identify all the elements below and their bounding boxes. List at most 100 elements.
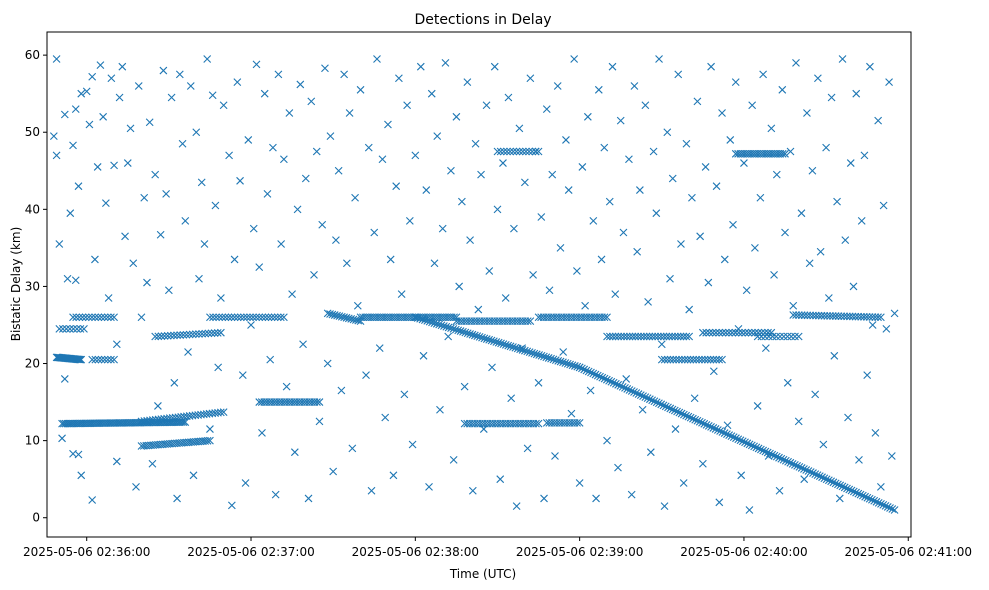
data-point: [219, 408, 228, 416]
data-point: [501, 340, 510, 349]
data-point: [504, 341, 513, 350]
data-point: [463, 78, 472, 87]
data-point: [838, 55, 847, 63]
data-point: [561, 359, 570, 367]
data-point: [605, 376, 613, 385]
data-point: [795, 311, 803, 319]
data-point: [879, 500, 888, 509]
data-point: [258, 429, 266, 437]
data-point: [608, 332, 617, 341]
data-point: [397, 290, 406, 299]
x-axis-label: Time (UTC): [449, 567, 516, 581]
data-point: [436, 405, 444, 414]
data-point: [826, 312, 834, 320]
data-point: [101, 199, 110, 208]
data-point: [863, 493, 872, 502]
data-point: [243, 313, 251, 322]
data-point: [534, 378, 543, 387]
data-point: [660, 355, 669, 364]
x-tick-label: 2025-05-06 02:38:00: [352, 545, 479, 559]
data-point: [460, 382, 469, 391]
data-point: [655, 399, 663, 408]
data-point: [239, 313, 248, 322]
data-point: [720, 429, 729, 437]
data-point: [405, 217, 414, 225]
data-point: [736, 436, 745, 445]
data-point: [60, 375, 69, 383]
data-point: [217, 294, 225, 302]
data-point: [556, 357, 565, 366]
data-point: [219, 101, 228, 110]
data-point: [126, 124, 135, 133]
data-point: [273, 313, 282, 322]
data-point: [444, 323, 453, 332]
data-point: [328, 310, 337, 319]
data-point: [729, 220, 737, 229]
data-point: [246, 313, 254, 322]
data-point: [617, 332, 626, 341]
data-point: [843, 312, 851, 321]
data-point: [657, 340, 666, 349]
data-point: [715, 498, 724, 507]
data-point: [874, 498, 883, 507]
data-point: [99, 112, 108, 121]
data-point: [532, 350, 541, 359]
data-point: [603, 436, 611, 445]
data-point: [847, 486, 856, 495]
data-point: [752, 443, 761, 452]
data-point: [548, 170, 557, 179]
data-point: [384, 120, 392, 129]
data-point: [556, 243, 565, 252]
data-point: [433, 132, 442, 140]
data-point: [344, 314, 353, 323]
data-point: [672, 355, 681, 364]
data-point: [282, 382, 291, 391]
data-point: [837, 312, 846, 321]
data-point: [787, 332, 796, 341]
data-point: [288, 290, 296, 299]
data-point: [252, 313, 261, 322]
data-point: [627, 490, 636, 499]
data-point: [642, 332, 651, 341]
data-point: [820, 474, 829, 483]
data-point: [757, 332, 766, 341]
data-point: [110, 161, 118, 170]
data-point: [540, 494, 548, 503]
data-point: [845, 485, 854, 494]
data-point: [88, 313, 96, 322]
data-point: [637, 332, 645, 341]
data-point: [797, 311, 806, 320]
data-point: [570, 55, 579, 63]
data-point: [166, 331, 175, 340]
data-point: [100, 313, 109, 322]
data-point: [129, 259, 138, 268]
data-point: [709, 424, 718, 432]
data-point: [745, 506, 754, 514]
data-point: [551, 452, 559, 460]
y-axis-ticks: 0 10 20 30 40 50 60: [25, 48, 47, 525]
data-point: [526, 317, 535, 326]
data-point: [778, 85, 787, 94]
data-point: [482, 101, 491, 110]
data-point: [596, 372, 604, 381]
data-point: [698, 328, 707, 337]
data-point: [639, 392, 647, 401]
x-tick-label: 2025-05-06 02:40:00: [680, 545, 807, 559]
data-point: [871, 313, 880, 322]
data-point: [619, 228, 628, 237]
data-point: [480, 334, 489, 343]
data-point: [824, 294, 833, 302]
data-point: [665, 332, 674, 341]
data-point: [693, 97, 702, 106]
data-point: [274, 70, 283, 79]
data-point: [76, 324, 85, 333]
data-point: [215, 313, 224, 322]
x-tick-label: 2025-05-06 02:41:00: [845, 545, 972, 559]
data-point: [192, 128, 201, 137]
data-point: [110, 355, 118, 364]
data-point: [512, 147, 521, 156]
data-point: [326, 310, 334, 318]
data-point: [323, 359, 332, 368]
data-point: [713, 426, 722, 434]
data-point: [728, 328, 737, 337]
